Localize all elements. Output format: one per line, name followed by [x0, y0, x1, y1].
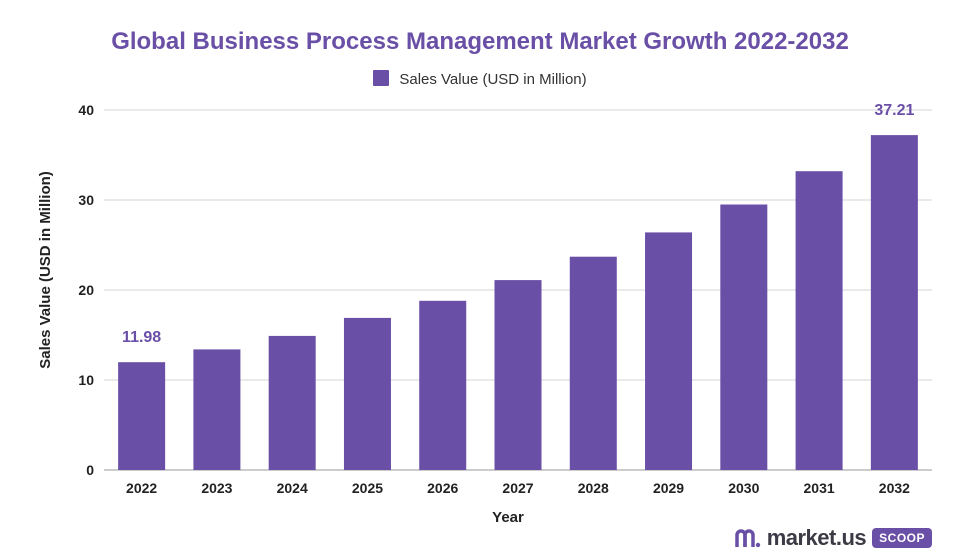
x-tick-label: 2025 [352, 480, 383, 496]
y-tick-label: 0 [86, 462, 94, 478]
x-tick-label: 2022 [126, 480, 157, 496]
x-axis-title: Year [492, 509, 524, 526]
y-tick-label: 20 [78, 282, 94, 298]
bar [268, 335, 316, 470]
data-label: 11.98 [122, 329, 161, 346]
bar [870, 135, 918, 471]
watermark-brand: market.us [766, 525, 867, 550]
bar [193, 349, 241, 470]
x-tick-label: 2026 [427, 480, 458, 496]
watermark: market.us SCOOP [734, 524, 932, 552]
bar [494, 280, 542, 470]
x-tick-label: 2031 [804, 480, 835, 496]
x-tick-label: 2027 [502, 480, 533, 496]
x-tick-label: 2023 [201, 480, 232, 496]
bar [118, 362, 166, 470]
x-tick-label: 2028 [578, 480, 609, 496]
y-tick-label: 10 [78, 372, 94, 388]
x-tick-label: 2032 [879, 480, 910, 496]
bar [569, 256, 617, 470]
bar [343, 317, 391, 470]
legend-label: Sales Value (USD in Million) [399, 71, 587, 88]
y-axis-title: Sales Value (USD in Million) [37, 171, 54, 369]
bar [419, 300, 467, 470]
x-tick-label: 2024 [277, 480, 308, 496]
x-tick-label: 2029 [653, 480, 684, 496]
chart-legend: Sales Value (USD in Million) [0, 70, 960, 88]
bar [720, 204, 768, 470]
y-tick-label: 40 [78, 102, 94, 118]
chart-title: Global Business Process Management Marke… [111, 28, 849, 55]
data-label: 37.21 [874, 102, 914, 119]
legend-swatch [373, 70, 390, 86]
x-tick-label: 2030 [728, 480, 759, 496]
y-tick-label: 30 [78, 192, 94, 208]
market-us-logo-icon [734, 529, 760, 548]
watermark-badge: SCOOP [872, 528, 932, 548]
bar [645, 232, 693, 470]
bar [795, 171, 843, 470]
